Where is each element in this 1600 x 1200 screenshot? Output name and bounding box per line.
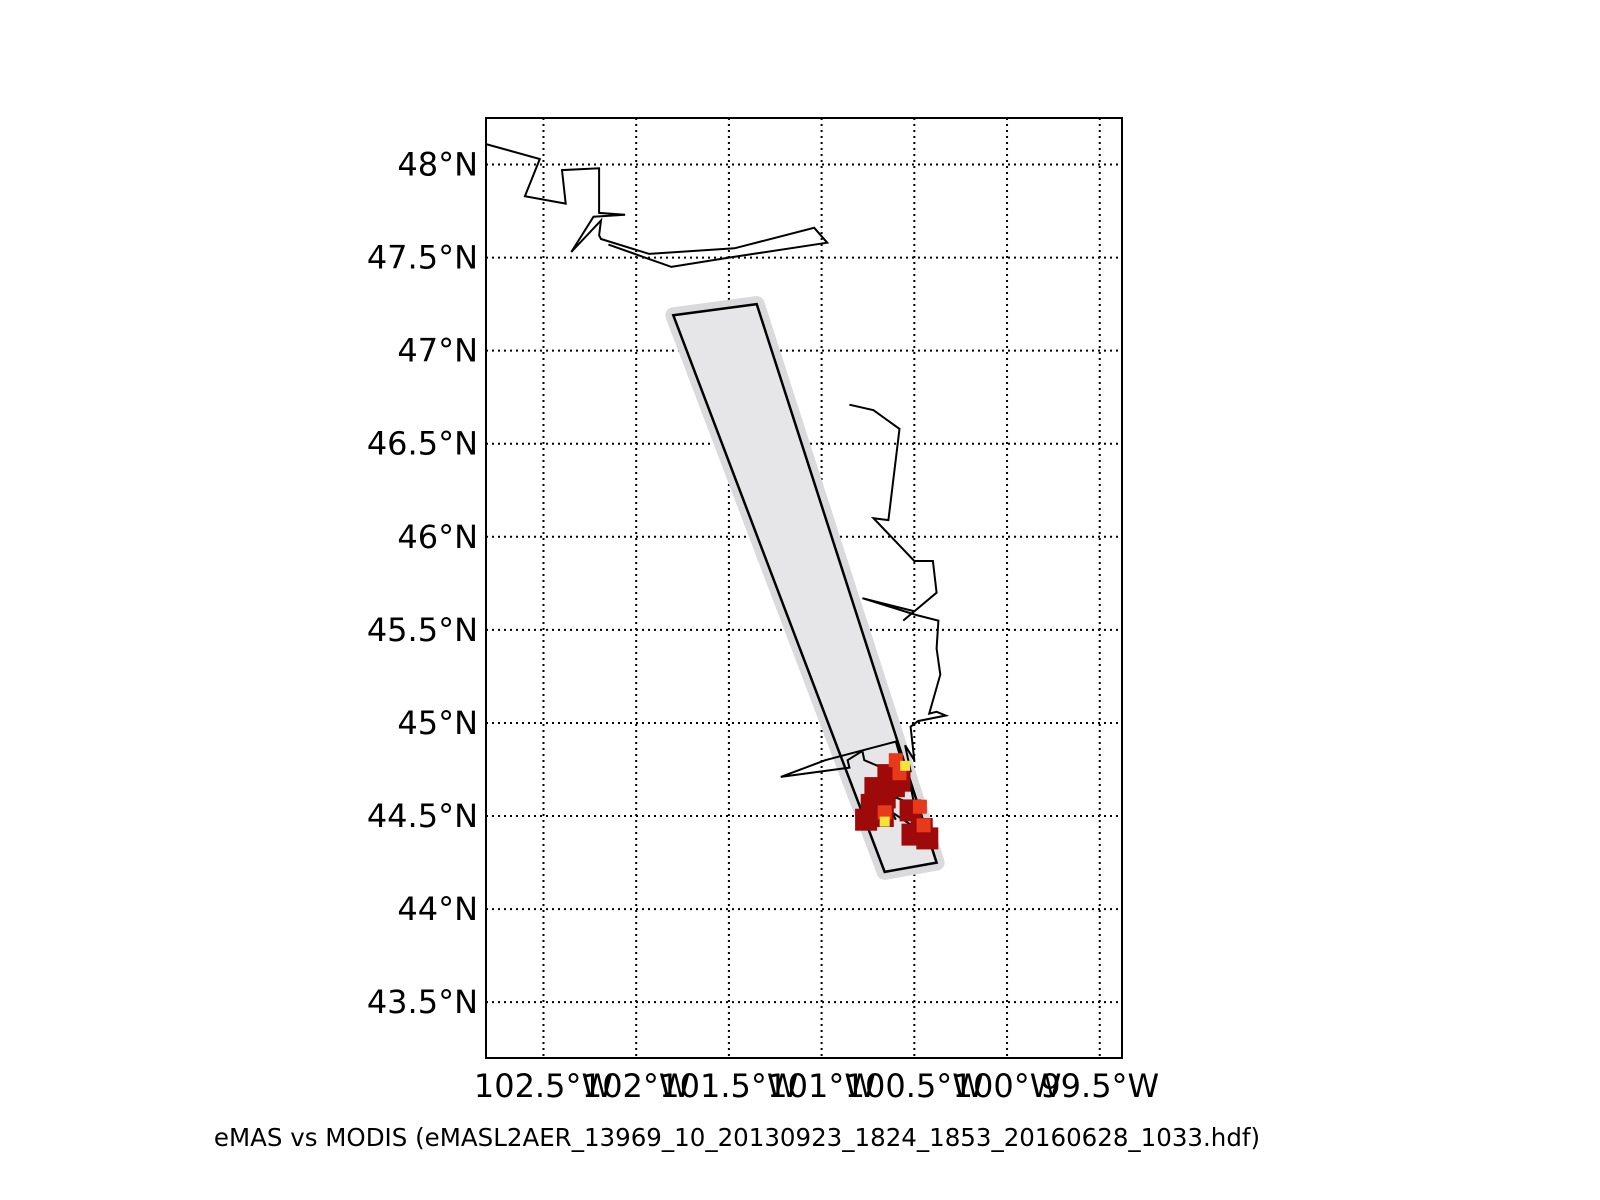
latitude-tick-label: 44°N	[397, 890, 478, 928]
longitude-tick-label: 102°W	[582, 1067, 691, 1105]
figure-caption: eMAS vs MODIS (eMASL2AER_13969_10_201309…	[214, 1123, 1260, 1152]
latitude-labels: 48°N 47.5°N 47°N 46.5°N 46°N 45.5°N 45°N 44.5°N…	[367, 146, 478, 1022]
swath-outline	[671, 302, 939, 874]
longitude-tick-label: 101°W	[767, 1067, 876, 1105]
swath-fill	[673, 304, 937, 872]
retrieval-patch	[916, 827, 939, 850]
latitude-tick-label: 46.5°N	[367, 425, 478, 463]
retrieval-patch	[877, 805, 892, 820]
latitude-tick-label: 48°N	[397, 146, 478, 184]
retrieval-patch	[888, 753, 903, 768]
longitude-tick-label: 99.5°W	[1040, 1067, 1159, 1105]
latitude-tick-label: 47°N	[397, 332, 478, 370]
longitude-tick-label: 100.5°W	[845, 1067, 984, 1105]
retrieval-patch	[912, 799, 927, 814]
retrieval-patch	[900, 760, 911, 771]
latitude-tick-label: 43.5°N	[367, 983, 478, 1021]
map-frame	[485, 117, 1123, 1059]
emas-swath	[665, 296, 945, 880]
river-line-upper	[485, 143, 830, 268]
latitude-tick-label: 44.5°N	[367, 797, 478, 835]
longitude-labels: 102.5°W102°W101.5°W101°W100.5°W100°W99.5…	[474, 1067, 1159, 1105]
latitude-tick-label: 47.5°N	[367, 239, 478, 277]
longitude-tick-label: 101.5°W	[659, 1067, 798, 1105]
longitude-tick-label: 102.5°W	[474, 1067, 613, 1105]
retrieval-patches	[855, 753, 939, 850]
latitude-tick-label: 45.5°N	[367, 611, 478, 649]
latitude-tick-label: 45°N	[397, 704, 478, 742]
retrieval-patch	[879, 816, 890, 827]
retrieval-patch	[916, 818, 931, 833]
longitude-tick-label: 100°W	[953, 1067, 1062, 1105]
retrieval-patch	[855, 808, 878, 831]
latitude-tick-label: 46°N	[397, 518, 478, 556]
